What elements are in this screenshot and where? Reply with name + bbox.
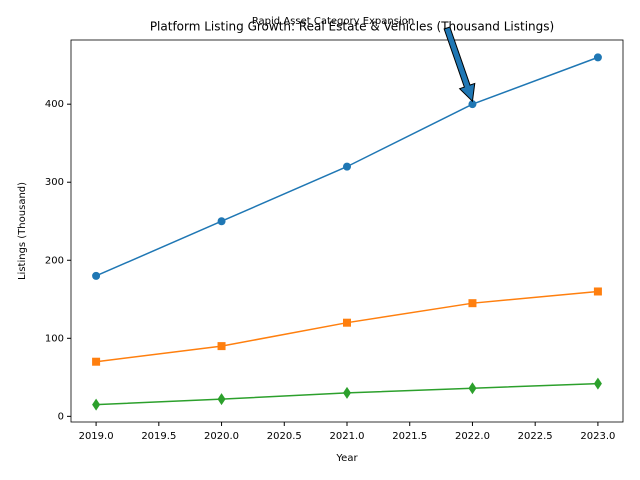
chart-title: Platform Listing Growth: Real Estate & V… <box>150 20 554 34</box>
plot-frame <box>70 39 624 423</box>
marker <box>217 217 226 226</box>
x-axis-label: Year <box>335 453 358 464</box>
marker <box>343 162 351 171</box>
marker <box>468 382 477 395</box>
marker <box>593 377 602 390</box>
x-tick-label: 2021.5 <box>392 431 427 442</box>
x-tick-label: 2021.0 <box>330 431 365 442</box>
x-tick-label: 2022.5 <box>518 431 553 442</box>
y-tick-label: 200 <box>45 255 64 266</box>
marker <box>92 357 101 366</box>
marker <box>468 100 477 109</box>
x-tick-label: 2019.5 <box>141 431 176 442</box>
x-tick-label: 2020.0 <box>204 431 239 442</box>
y-tick-label: 400 <box>45 99 64 110</box>
y-tick-label: 100 <box>45 333 64 344</box>
marker <box>593 53 602 62</box>
marker <box>343 386 351 399</box>
annotation-text: Rapid Asset Category Expansion <box>252 16 414 27</box>
marker <box>92 398 101 411</box>
marker <box>593 287 602 296</box>
marker <box>217 342 226 351</box>
marker <box>217 393 226 406</box>
marker <box>92 271 101 280</box>
y-axis-label: Listings (Thousand) <box>17 182 28 280</box>
x-tick-label: 2023.0 <box>580 431 615 442</box>
x-tick-label: 2022.0 <box>455 431 490 442</box>
y-tick-label: 0 <box>58 411 64 422</box>
annotation-arrow <box>443 26 476 103</box>
marker <box>468 299 477 308</box>
x-tick-label: 2019.0 <box>79 431 114 442</box>
y-tick-label: 300 <box>45 177 64 188</box>
marker <box>343 318 351 327</box>
x-tick-label: 2020.5 <box>267 431 302 442</box>
